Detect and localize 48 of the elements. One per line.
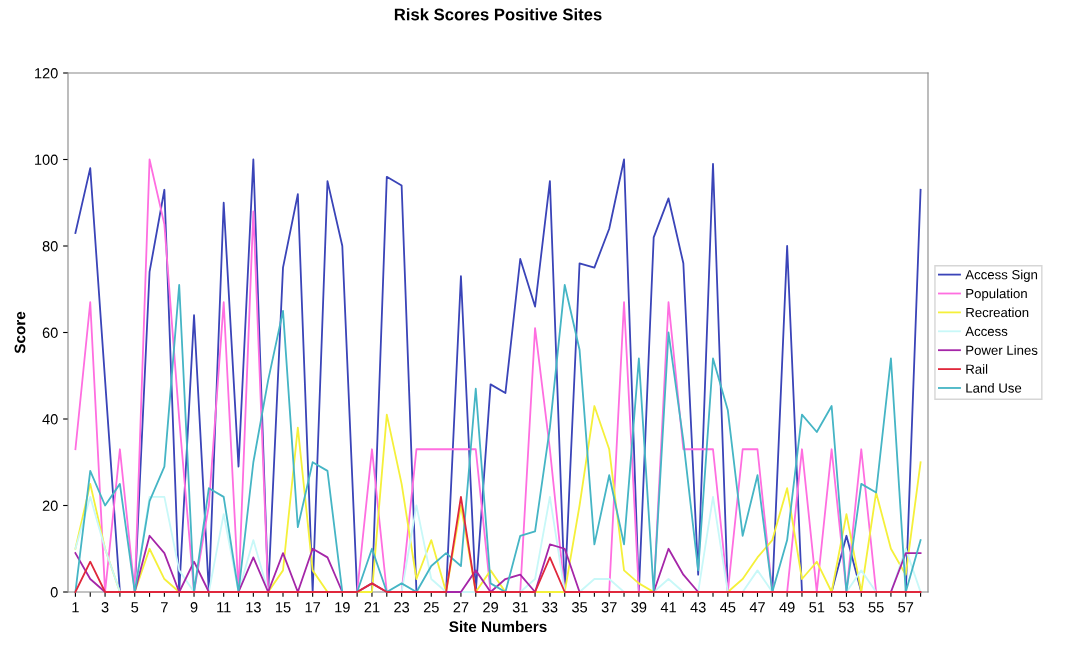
x-tick-label: 5: [131, 602, 139, 613]
y-axis-title: Score: [14, 311, 26, 354]
x-tick-label: 7: [161, 602, 168, 613]
x-tick-label: 23: [394, 602, 410, 613]
x-tick-label: 45: [720, 602, 736, 613]
x-tick-label: 31: [512, 602, 528, 613]
legend-label: Recreation: [966, 307, 1029, 318]
x-tick-label: 29: [483, 602, 499, 613]
legend-label: Power Lines: [966, 345, 1038, 355]
x-tick-label: 53: [838, 602, 854, 613]
x-tick-label: 17: [305, 602, 321, 613]
x-tick-label: 43: [690, 602, 706, 613]
legend-label: Population: [966, 288, 1027, 301]
x-tick-label: 49: [779, 602, 795, 613]
x-tick-label: 37: [601, 602, 617, 613]
x-tick-label: 47: [749, 602, 765, 613]
x-tick-label: 21: [364, 602, 380, 613]
x-tick-label: 27: [453, 602, 469, 613]
x-tick-label: 39: [631, 602, 647, 613]
x-tick-label: 35: [572, 602, 588, 613]
legend-label: Land Use: [966, 383, 1022, 393]
x-tick-label: 33: [542, 602, 558, 613]
x-tick-label: 9: [190, 602, 198, 613]
line-series: [74, 284, 922, 593]
x-tick-label: 41: [660, 602, 676, 613]
legend-label: Access Sign: [965, 269, 1038, 282]
x-tick-label: 13: [246, 602, 261, 613]
x-tick-label: 11: [217, 602, 231, 613]
x-tick-label: 25: [423, 602, 439, 613]
y-tick-label: 0: [50, 587, 58, 598]
y-tick-label: 20: [42, 500, 58, 511]
x-tick-label: 51: [809, 602, 825, 613]
y-tick-label: 120: [35, 68, 58, 79]
y-tick-label: 40: [42, 414, 58, 425]
x-tick-label: 19: [335, 602, 350, 613]
x-tick-label: 3: [101, 602, 109, 613]
x-tick-label: 15: [276, 602, 291, 613]
x-axis-title: Site Numbers: [449, 620, 547, 633]
y-tick-label: 100: [35, 154, 58, 165]
y-tick-label: 80: [42, 241, 58, 252]
y-tick-label: 60: [42, 327, 58, 338]
line-series: [74, 495, 922, 593]
chart-title: Risk Scores Positive Sites: [394, 8, 602, 21]
x-tick-label: 57: [898, 602, 914, 613]
legend-label: Rail: [966, 364, 988, 374]
legend-label: Access: [965, 326, 1008, 337]
x-tick-label: 55: [868, 602, 884, 613]
x-tick-label: 1: [72, 602, 79, 613]
